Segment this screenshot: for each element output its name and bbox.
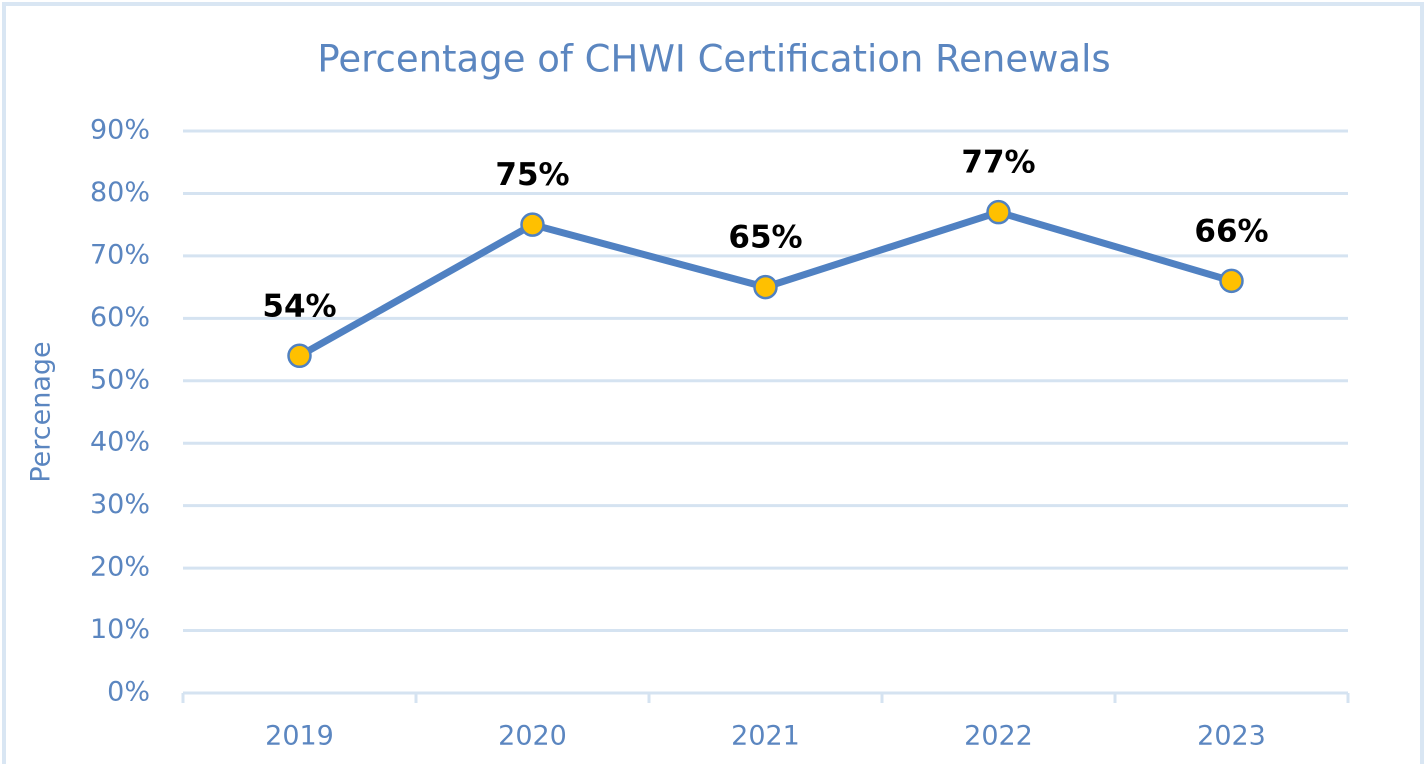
- y-tick-label: 50%: [90, 364, 150, 395]
- y-tick-label: 60%: [90, 302, 150, 333]
- y-axis-label: Percenage: [26, 341, 57, 482]
- x-tick-label: 2021: [731, 721, 800, 752]
- y-tick-label: 20%: [90, 552, 150, 583]
- x-tick-label: 2022: [964, 721, 1033, 752]
- data-point: [287, 343, 312, 369]
- y-tick-label: 30%: [90, 489, 150, 520]
- x-tick-label: 2023: [1197, 721, 1266, 752]
- y-tick-label: 70%: [90, 239, 150, 270]
- data-label: 77%: [961, 145, 1035, 181]
- data-label: 66%: [1194, 213, 1268, 249]
- y-tick-label: 90%: [90, 115, 150, 146]
- data-point: [1219, 268, 1244, 294]
- data-label: 54%: [262, 288, 336, 324]
- data-label: 65%: [728, 220, 802, 256]
- y-tick-label: 10%: [90, 614, 150, 645]
- x-tick-label: 2019: [265, 721, 334, 752]
- data-label: 75%: [495, 157, 569, 193]
- data-point: [520, 212, 545, 237]
- y-tick-label: 80%: [90, 177, 150, 208]
- y-tick-label: 0%: [107, 677, 150, 708]
- data-point: [986, 199, 1011, 225]
- data-point: [753, 274, 778, 300]
- chart-title: Percentage of CHWI Certification Renewal…: [317, 38, 1110, 81]
- y-tick-label: 40%: [90, 427, 150, 458]
- x-tick-label: 2020: [498, 721, 567, 752]
